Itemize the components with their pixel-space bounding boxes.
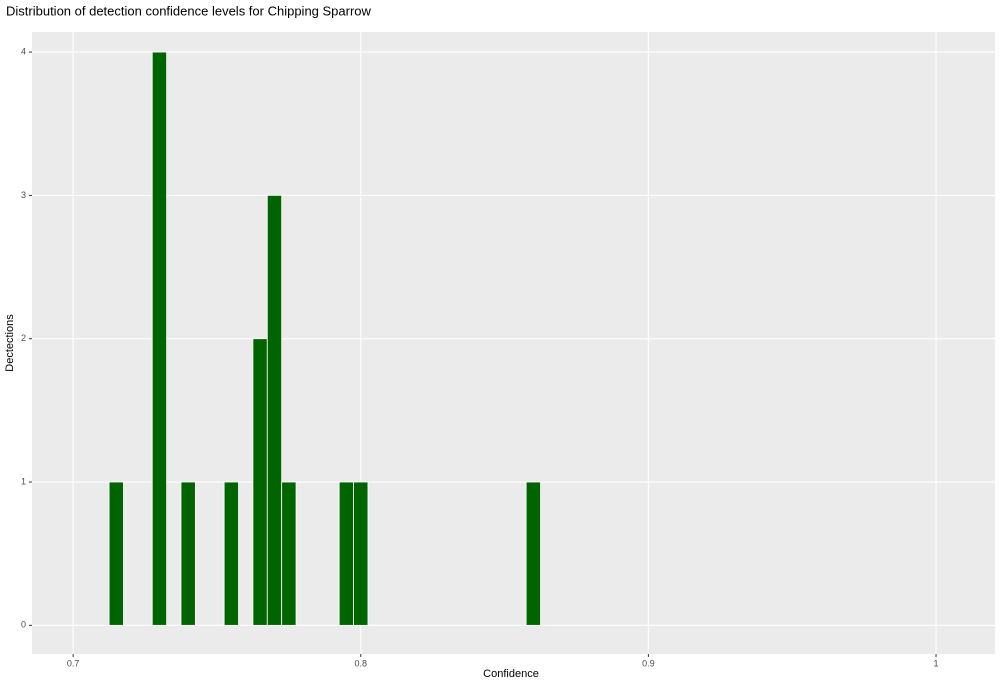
bar bbox=[353, 481, 369, 626]
y-tick-label: 4 bbox=[21, 46, 26, 56]
y-tick-label: 0 bbox=[21, 620, 26, 630]
y-tick-label: 1 bbox=[21, 476, 26, 486]
bar bbox=[525, 481, 541, 626]
bar bbox=[180, 481, 196, 626]
x-tick-label: 0.8 bbox=[355, 658, 368, 668]
chart-title: Distribution of detection confidence lev… bbox=[6, 3, 372, 18]
y-tick-label: 3 bbox=[21, 190, 26, 200]
bar bbox=[108, 481, 124, 626]
bar bbox=[223, 481, 239, 626]
bar bbox=[338, 481, 354, 626]
x-tick-label: 1 bbox=[934, 658, 939, 668]
x-axis-label: Confidence bbox=[483, 668, 539, 680]
y-tick-label: 2 bbox=[21, 333, 26, 343]
x-tick-label: 0.9 bbox=[642, 658, 655, 668]
panel-background bbox=[32, 32, 995, 654]
bar bbox=[151, 51, 168, 626]
y-axis-label: Dectections bbox=[4, 314, 16, 372]
bar bbox=[252, 338, 268, 626]
bar bbox=[266, 194, 283, 626]
x-tick-label: 0.7 bbox=[67, 658, 80, 668]
bar bbox=[281, 481, 297, 626]
